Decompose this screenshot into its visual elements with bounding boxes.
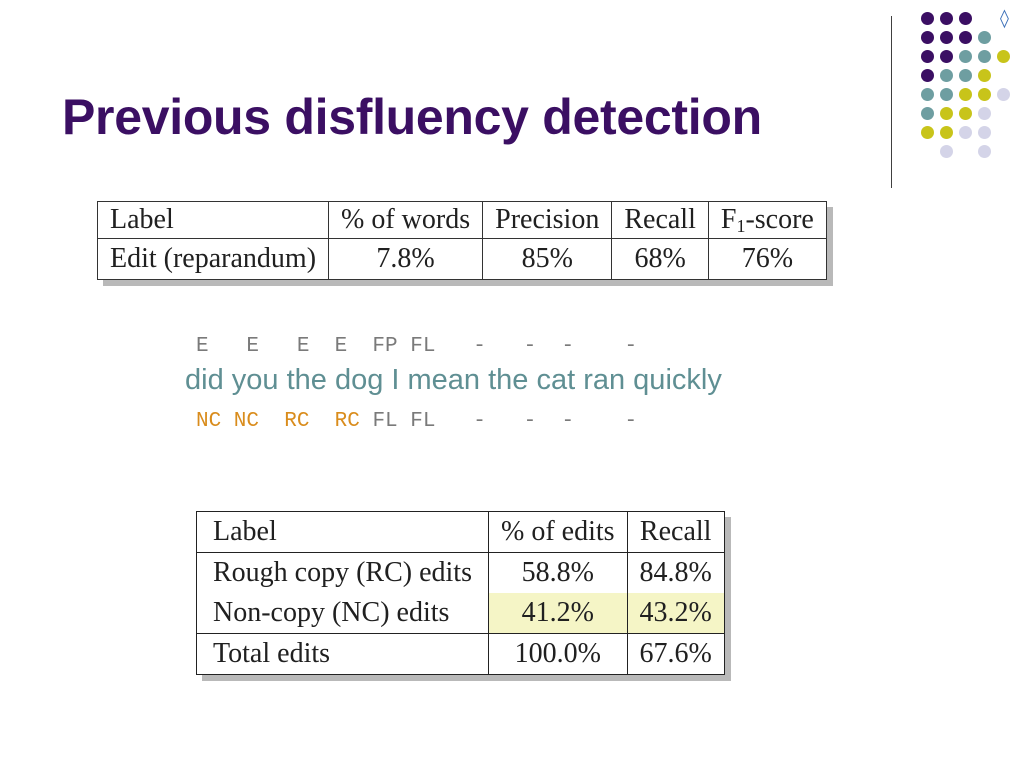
row-recall: 68% bbox=[611, 238, 709, 280]
header-label: Label bbox=[96, 201, 330, 239]
table-row: Non-copy (NC) edits 41.2% 43.2% bbox=[196, 593, 725, 634]
header-label: Label bbox=[196, 511, 489, 553]
decorative-dot bbox=[940, 126, 953, 139]
decorative-dot bbox=[959, 31, 972, 44]
decorative-dot bbox=[978, 145, 991, 158]
header-recall: Recall bbox=[611, 201, 709, 239]
decorative-dot bbox=[959, 50, 972, 63]
table-total-row: Total edits 100.0% 67.6% bbox=[196, 633, 725, 675]
f1-main: F bbox=[720, 203, 737, 235]
row-label: Rough copy (RC) edits bbox=[196, 552, 489, 593]
decorative-dot bbox=[997, 50, 1010, 63]
row-recall: 84.8% bbox=[626, 552, 725, 593]
decorative-dot bbox=[921, 126, 934, 139]
top-tag-row: E E E E FP FL - - - - bbox=[196, 335, 638, 358]
row-pct-edits: 58.8% bbox=[488, 552, 628, 593]
header-pct-edits: % of edits bbox=[488, 511, 628, 553]
filler-tags: FL FL - - - - bbox=[372, 410, 638, 433]
table-row: Edit (reparandum) 7.8% 85% 68% 76% bbox=[96, 238, 827, 280]
decorative-dot bbox=[959, 88, 972, 101]
row-precision: 85% bbox=[482, 238, 613, 280]
total-label: Total edits bbox=[196, 633, 489, 675]
example-sentence: did you the dog I mean the cat ran quick… bbox=[185, 364, 722, 396]
decorative-dot bbox=[921, 88, 934, 101]
decorative-dot bbox=[940, 107, 953, 120]
decorative-dot bbox=[921, 69, 934, 82]
decorative-dot bbox=[978, 126, 991, 139]
f1-subscript: 1 bbox=[736, 215, 746, 236]
row-f1: 76% bbox=[707, 238, 827, 280]
decorative-dot bbox=[997, 69, 1010, 82]
decorative-dot bbox=[921, 145, 934, 158]
decorative-dot bbox=[940, 145, 953, 158]
header-f1-score: F1-score bbox=[707, 201, 827, 239]
table-header-row: Label % of edits Recall bbox=[196, 511, 725, 553]
header-pct-words: % of words bbox=[328, 201, 484, 239]
decorative-dot bbox=[959, 145, 972, 158]
slide-title: Previous disfluency detection bbox=[62, 89, 762, 145]
decorative-dot bbox=[921, 50, 934, 63]
decorative-dot bbox=[940, 31, 953, 44]
decorative-dot bbox=[940, 88, 953, 101]
header-recall: Recall bbox=[626, 511, 725, 553]
total-recall: 67.6% bbox=[626, 633, 725, 675]
decorative-dot bbox=[959, 12, 972, 25]
decorative-dot bbox=[997, 88, 1010, 101]
decorative-dot bbox=[921, 12, 934, 25]
decorative-dot bbox=[978, 50, 991, 63]
decorative-dot bbox=[978, 88, 991, 101]
decorative-dot bbox=[997, 31, 1010, 44]
disfluency-metrics-table: Label % of words Precision Recall F1-sco… bbox=[96, 201, 827, 280]
decorative-dot bbox=[997, 145, 1010, 158]
decorative-dot bbox=[959, 107, 972, 120]
decorative-dot bbox=[959, 126, 972, 139]
decorative-dot bbox=[902, 145, 915, 158]
decorative-dot bbox=[902, 12, 915, 25]
decorative-dot bbox=[902, 69, 915, 82]
edit-type-recall-table: Label % of edits Recall Rough copy (RC) … bbox=[196, 511, 725, 675]
decorative-dot bbox=[978, 31, 991, 44]
decorative-dot bbox=[978, 107, 991, 120]
row-pct-edits-highlighted: 41.2% bbox=[488, 593, 628, 634]
decorative-dot bbox=[902, 50, 915, 63]
table-header-row: Label % of words Precision Recall F1-sco… bbox=[96, 201, 827, 239]
title-divider bbox=[891, 16, 892, 188]
decorative-dot bbox=[921, 31, 934, 44]
bottom-tag-row: NC NC RC RC FL FL - - - - bbox=[196, 410, 637, 433]
decorative-dot bbox=[997, 107, 1010, 120]
decorative-dot bbox=[940, 69, 953, 82]
row-label: Non-copy (NC) edits bbox=[196, 593, 489, 634]
row-label: Edit (reparandum) bbox=[96, 238, 330, 280]
decorative-dot bbox=[902, 31, 915, 44]
decorative-dot bbox=[959, 69, 972, 82]
decorative-dot bbox=[940, 12, 953, 25]
total-pct-edits: 100.0% bbox=[488, 633, 628, 675]
decorative-dot bbox=[978, 69, 991, 82]
diamond-nav-icon[interactable]: ◊ bbox=[1000, 8, 1009, 29]
decorative-dot bbox=[921, 107, 934, 120]
row-recall-highlighted: 43.2% bbox=[626, 593, 725, 634]
f1-rest: -score bbox=[745, 203, 814, 235]
decorative-dot bbox=[902, 126, 915, 139]
header-precision: Precision bbox=[482, 201, 613, 239]
decorative-dot bbox=[940, 50, 953, 63]
table-row: Rough copy (RC) edits 58.8% 84.8% bbox=[196, 552, 725, 593]
decorative-dot-grid bbox=[902, 12, 1011, 164]
decorative-dot bbox=[902, 107, 915, 120]
row-pct-words: 7.8% bbox=[328, 238, 484, 280]
decorative-dot bbox=[997, 126, 1010, 139]
decorative-dot bbox=[978, 12, 991, 25]
edit-type-tags: NC NC RC RC bbox=[196, 410, 373, 433]
decorative-dot bbox=[902, 88, 915, 101]
